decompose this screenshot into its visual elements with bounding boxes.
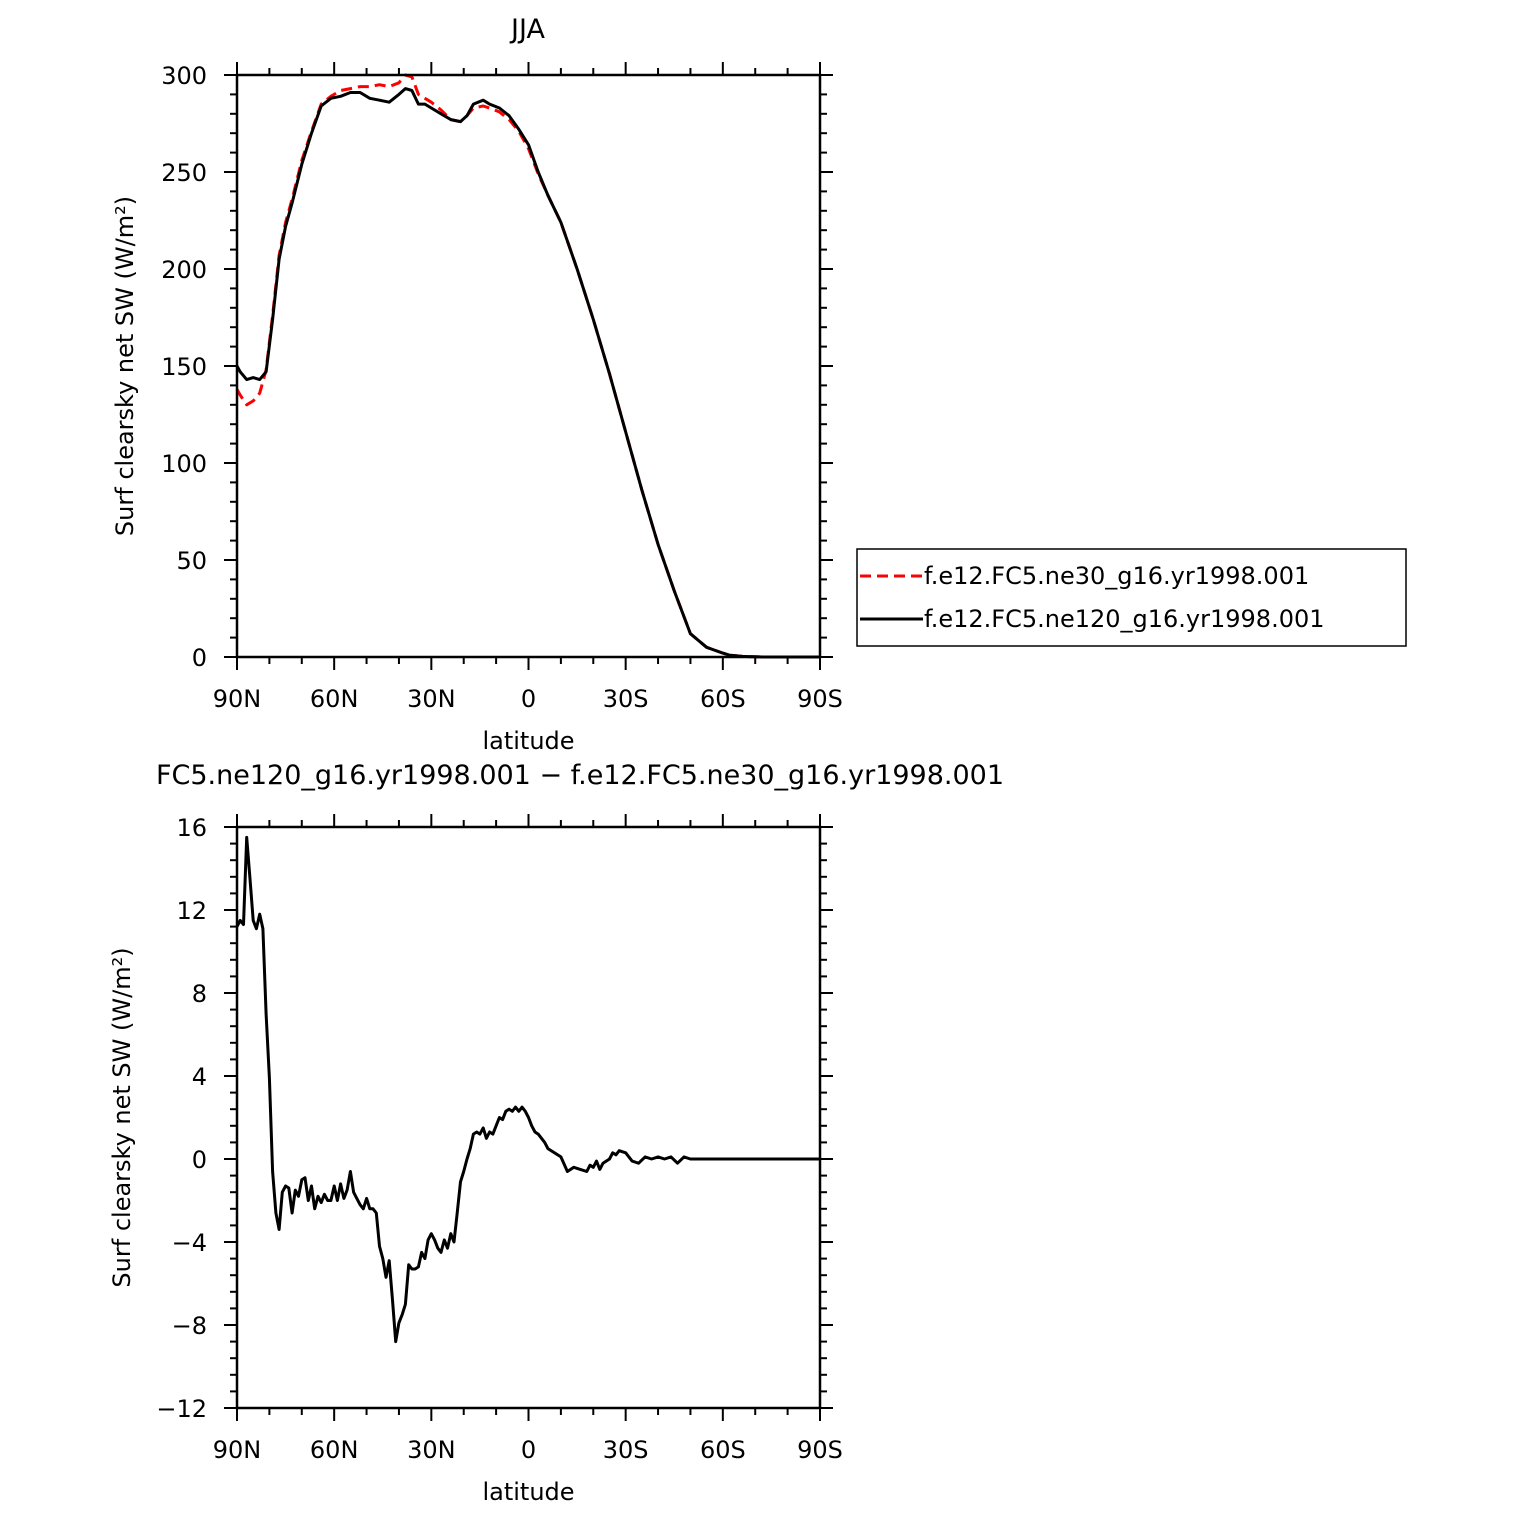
legend-label: f.e12.FC5.ne120_g16.yr1998.001: [924, 605, 1325, 633]
series-line-1: [235, 73, 820, 659]
x-tick-label: 0: [521, 1436, 536, 1464]
y-tick-label: 0: [192, 644, 207, 672]
plot-frame: [235, 73, 822, 659]
legend: f.e12.FC5.ne30_g16.yr1998.001 f.e12.FC5.n…: [856, 548, 1407, 647]
x-tick-label: 60N: [310, 1436, 359, 1464]
y-tick-label: −8: [172, 1312, 207, 1340]
chart-title: JJA: [509, 14, 545, 45]
x-tick-label: 30N: [407, 685, 456, 713]
y-tick-label: 300: [161, 62, 207, 90]
y-tick-label: 150: [161, 353, 207, 381]
x-tick-label: 90N: [213, 1436, 262, 1464]
y-tick-label: −12: [156, 1395, 207, 1423]
x-tick-label: 60S: [700, 685, 746, 713]
y-tick-label: 4: [192, 1063, 207, 1091]
x-tick-label: 90N: [213, 685, 262, 713]
y-tick-label: 0: [192, 1146, 207, 1174]
x-tick-label: 30S: [603, 685, 649, 713]
x-axis-title: latitude: [482, 727, 574, 755]
legend-box: [856, 548, 1407, 647]
x-tick-label: 90S: [797, 685, 843, 713]
y-tick-label: 250: [161, 159, 207, 187]
x-axis-title: latitude: [482, 1478, 574, 1506]
y-tick-label: 50: [176, 547, 207, 575]
x-tick-label: 60N: [310, 685, 359, 713]
series-line-1: [235, 835, 820, 1344]
x-tick-label: 30S: [603, 1436, 649, 1464]
y-tick-label: 12: [176, 897, 207, 925]
chart-1: JJA 90N 60N 30N 0 30S 60S 90S 0 50 100 150 200 250 300…: [111, 14, 1407, 755]
x-tick-label: 0: [521, 685, 536, 713]
y-tick-label: 200: [161, 256, 207, 284]
y-tick-label: 8: [192, 980, 207, 1008]
chart-title: FC5.ne120_g16.yr1998.001 − f.e12.FC5.ne3…: [156, 760, 1004, 791]
y-axis-title: Surf clearsky net SW (W/m²): [111, 196, 139, 536]
x-tick-label: 30N: [407, 1436, 456, 1464]
y-tick-label: −4: [172, 1229, 207, 1257]
chart-2: FC5.ne120_g16.yr1998.001 − f.e12.FC5.ne3…: [108, 760, 1004, 1506]
x-tick-label: 90S: [797, 1436, 843, 1464]
x-tick-label: 60S: [700, 1436, 746, 1464]
series-line-2: [235, 87, 820, 659]
y-tick-label: 16: [176, 814, 207, 842]
y-tick-label: 100: [161, 450, 207, 478]
y-axis-title: Surf clearsky net SW (W/m²): [108, 947, 136, 1287]
legend-label: f.e12.FC5.ne30_g16.yr1998.001: [924, 562, 1309, 590]
